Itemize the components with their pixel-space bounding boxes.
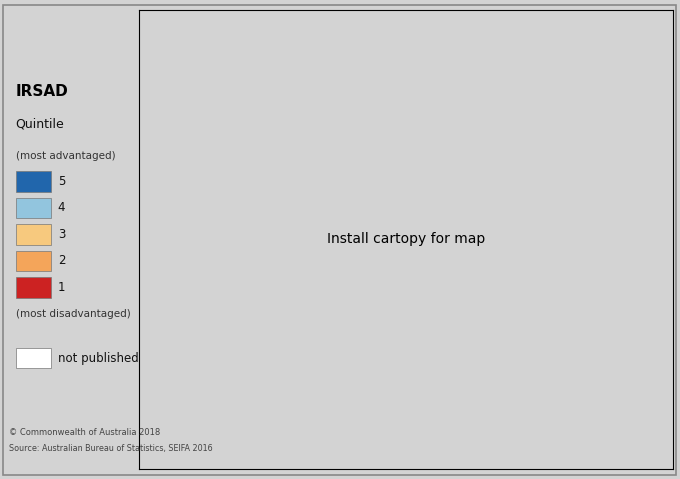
Text: not published: not published [58, 352, 139, 365]
Text: Quintile: Quintile [16, 117, 65, 130]
Text: IRSAD: IRSAD [16, 84, 69, 99]
FancyBboxPatch shape [16, 224, 51, 245]
FancyBboxPatch shape [16, 251, 51, 271]
Text: 2: 2 [58, 254, 65, 267]
Text: (most disadvantaged): (most disadvantaged) [16, 309, 131, 319]
Text: 4: 4 [58, 202, 65, 215]
Text: 3: 3 [58, 228, 65, 241]
Text: Install cartopy for map: Install cartopy for map [327, 232, 486, 247]
Text: 5: 5 [58, 175, 65, 188]
Text: Source: Australian Bureau of Statistics, SEIFA 2016: Source: Australian Bureau of Statistics,… [9, 444, 212, 453]
FancyBboxPatch shape [16, 171, 51, 192]
Text: 1: 1 [58, 281, 65, 294]
Text: (most advantaged): (most advantaged) [16, 151, 116, 161]
FancyBboxPatch shape [16, 348, 51, 368]
Text: © Commonwealth of Australia 2018: © Commonwealth of Australia 2018 [9, 428, 160, 437]
FancyBboxPatch shape [16, 277, 51, 297]
FancyBboxPatch shape [16, 198, 51, 218]
